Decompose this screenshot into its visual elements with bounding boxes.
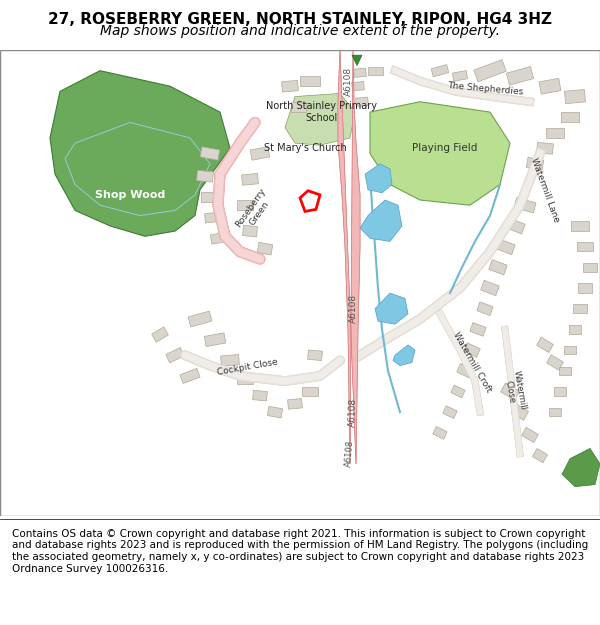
Bar <box>281 81 298 92</box>
Bar <box>578 283 592 292</box>
Bar <box>511 404 529 420</box>
Polygon shape <box>338 50 360 464</box>
Text: Roseberry
Green: Roseberry Green <box>234 186 276 234</box>
Bar <box>470 322 486 336</box>
Bar <box>356 97 368 106</box>
Bar <box>197 171 214 182</box>
Text: A6108: A6108 <box>344 440 356 468</box>
Text: A6108: A6108 <box>348 398 358 427</box>
Polygon shape <box>375 293 408 324</box>
Bar <box>571 221 589 231</box>
Polygon shape <box>285 94 355 145</box>
Text: Watermill Croft: Watermill Croft <box>451 331 493 394</box>
Bar <box>443 406 457 419</box>
Bar <box>539 78 561 94</box>
Bar <box>204 333 226 347</box>
Bar <box>242 225 257 237</box>
Bar <box>489 259 507 275</box>
Bar <box>554 388 566 396</box>
Text: Cockpit Close: Cockpit Close <box>217 358 279 377</box>
Text: Shop Wood: Shop Wood <box>95 190 165 200</box>
Polygon shape <box>352 55 362 66</box>
Bar <box>451 385 465 398</box>
Polygon shape <box>365 164 392 192</box>
Bar <box>152 327 169 342</box>
Bar <box>367 66 383 75</box>
Bar <box>547 355 563 370</box>
Text: Contains OS data © Crown copyright and database right 2021. This information is : Contains OS data © Crown copyright and d… <box>12 529 588 574</box>
Bar <box>290 102 305 112</box>
Bar <box>308 350 322 361</box>
Bar <box>180 368 200 384</box>
Polygon shape <box>360 200 402 241</box>
Bar <box>577 242 593 251</box>
Polygon shape <box>300 191 320 211</box>
Bar <box>237 374 253 384</box>
Bar <box>477 302 493 316</box>
Bar <box>495 239 515 254</box>
Bar <box>549 408 561 416</box>
Bar <box>546 127 564 138</box>
Bar <box>457 364 473 378</box>
Text: A6108: A6108 <box>343 66 353 96</box>
Bar <box>250 147 270 160</box>
Bar <box>257 242 273 255</box>
Text: Map shows position and indicative extent of the property.: Map shows position and indicative extent… <box>100 24 500 38</box>
Polygon shape <box>370 102 510 205</box>
Bar <box>464 342 480 357</box>
Bar <box>237 200 253 211</box>
Bar <box>565 89 586 104</box>
Bar <box>287 399 302 409</box>
Bar <box>166 348 184 363</box>
Bar <box>268 406 283 418</box>
Bar <box>506 66 533 85</box>
Bar <box>526 158 544 171</box>
Bar <box>211 232 226 244</box>
Bar <box>200 147 220 160</box>
Bar <box>521 428 538 442</box>
Bar <box>533 449 547 462</box>
Text: St Mary's Church: St Mary's Church <box>263 143 346 153</box>
Text: Watermill Lane: Watermill Lane <box>529 156 561 223</box>
Bar <box>221 354 239 366</box>
Text: A6108: A6108 <box>349 294 358 323</box>
Bar <box>300 76 320 86</box>
Text: North Stainley Primary
School: North Stainley Primary School <box>266 101 377 123</box>
Bar <box>569 325 581 334</box>
Bar <box>559 367 571 375</box>
Bar <box>205 213 220 223</box>
Polygon shape <box>50 71 230 236</box>
Bar <box>253 391 268 401</box>
Bar <box>352 81 364 91</box>
Polygon shape <box>562 448 600 487</box>
Bar <box>564 346 576 354</box>
Bar <box>201 192 215 202</box>
Bar <box>514 198 536 213</box>
Polygon shape <box>338 50 360 464</box>
Bar <box>583 262 597 272</box>
Text: Watermill
Close: Watermill Close <box>502 370 528 413</box>
Bar <box>433 426 447 439</box>
Bar <box>561 112 579 123</box>
Bar <box>481 280 499 296</box>
Bar <box>188 311 212 327</box>
Text: Playing Field: Playing Field <box>412 143 478 153</box>
Text: 27, ROSEBERRY GREEN, NORTH STAINLEY, RIPON, HG4 3HZ: 27, ROSEBERRY GREEN, NORTH STAINLEY, RIP… <box>48 12 552 28</box>
Bar <box>573 304 587 313</box>
Bar <box>242 174 259 185</box>
Bar <box>500 383 520 400</box>
Bar <box>536 338 553 352</box>
Text: The Shepherdies: The Shepherdies <box>446 81 523 97</box>
Bar <box>474 59 506 82</box>
Bar <box>452 71 467 81</box>
Bar <box>431 64 449 77</box>
Bar <box>536 142 553 154</box>
Bar <box>353 68 367 78</box>
Polygon shape <box>393 345 415 366</box>
Bar <box>505 218 525 234</box>
Bar <box>302 387 318 396</box>
